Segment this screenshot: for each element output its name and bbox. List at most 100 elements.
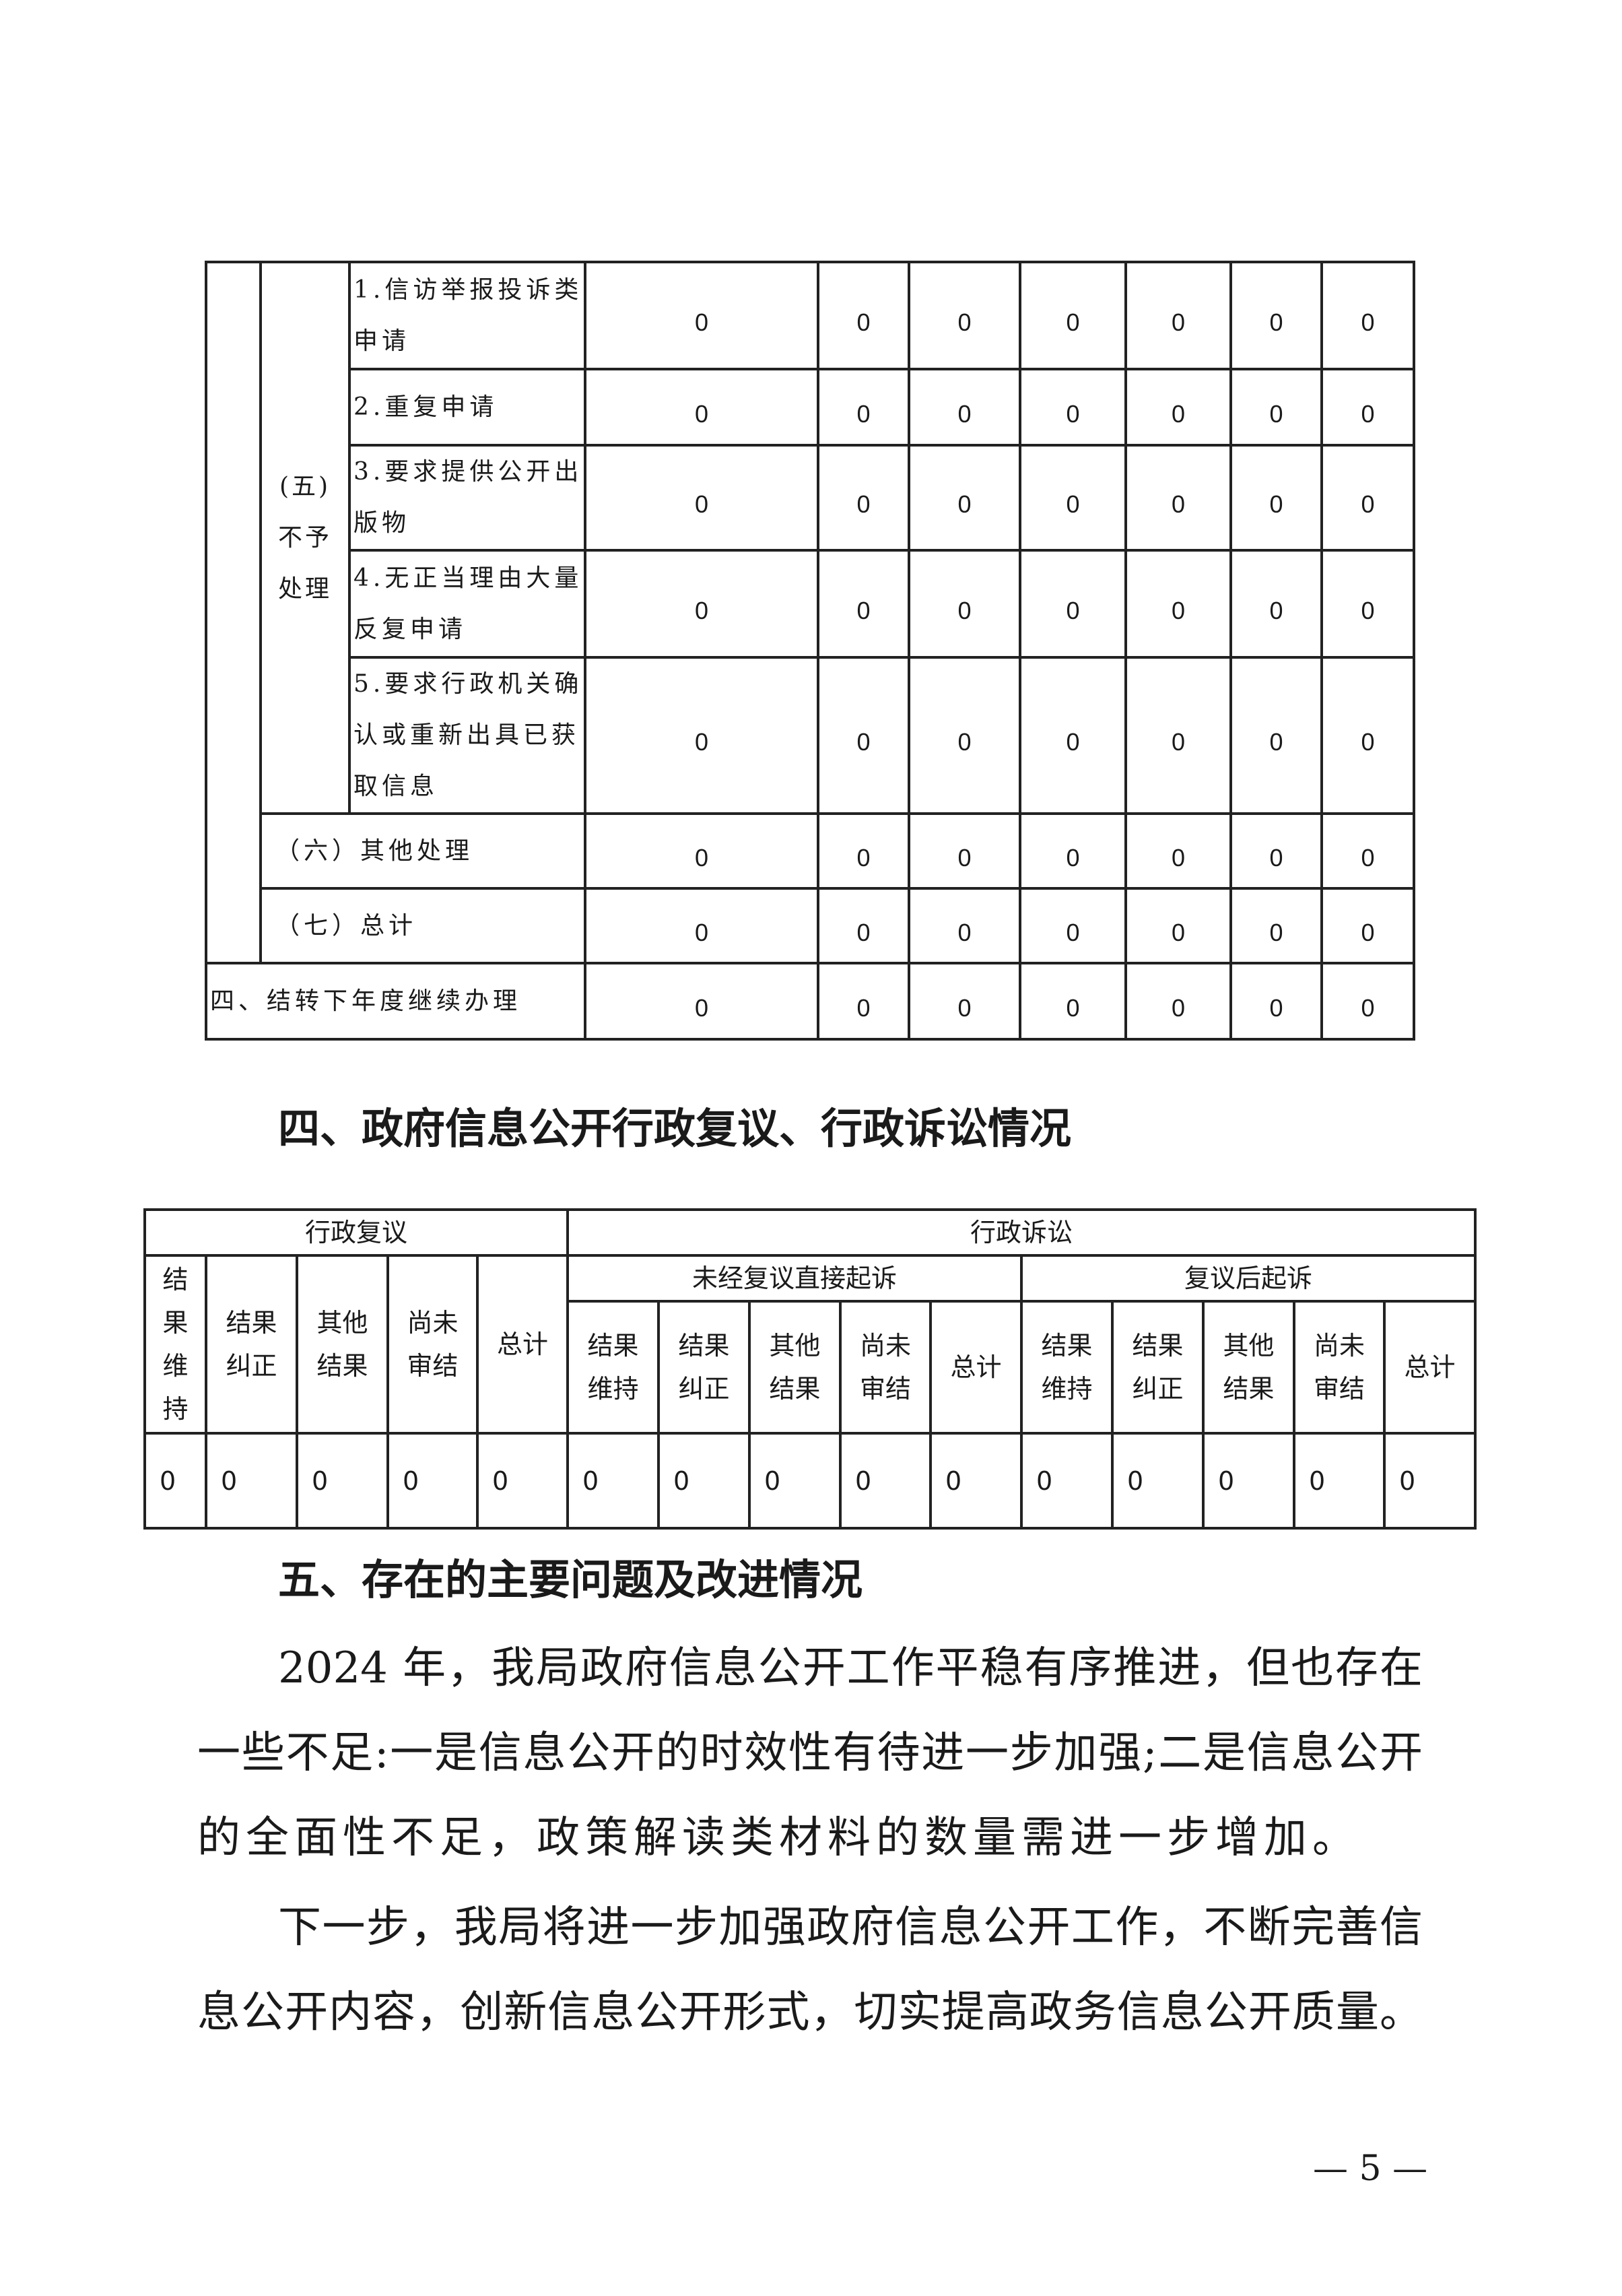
paragraph2-line1: 下一步，我局将进一步加强政府信息公开工作，不断完善信	[278, 1903, 1423, 1953]
value-cell: 0	[1229, 812, 1323, 890]
value-cell: 0	[908, 261, 1021, 370]
label-line: 结果	[1223, 1374, 1275, 1404]
value-cell: 0	[1124, 549, 1232, 659]
label-line: 结果	[1132, 1331, 1184, 1360]
table-row-other: （六）其他处理 0 0 0 0 0 0 0	[206, 812, 1415, 890]
value-cell: 0	[1320, 656, 1415, 815]
value-cell: 0	[1229, 656, 1323, 815]
value-cell: 0	[1320, 887, 1415, 964]
review-col-header: 总计	[476, 1254, 569, 1435]
litigation-header: 行政诉讼	[566, 1208, 1477, 1257]
total-label: （七）总计	[259, 887, 586, 964]
label-line: 尚未	[1313, 1331, 1365, 1360]
page-number: — 5 —	[1313, 2149, 1428, 2189]
label-line: 总计	[1404, 1352, 1456, 1382]
value-cell: 0	[584, 368, 819, 447]
group-label: (五)不予处理	[259, 261, 351, 815]
row-label: 5.要求行政机关确认或重新出具已获取信息	[348, 656, 586, 815]
review-header: 行政复议	[143, 1208, 569, 1257]
label-line: 审结	[1313, 1374, 1365, 1404]
section4-heading: 四、政府信息公开行政复议、行政诉讼情况	[278, 1104, 1072, 1153]
value-cell: 0	[1320, 368, 1415, 447]
value-cell: 0	[817, 656, 910, 815]
value-cell: 0	[908, 368, 1021, 447]
value-cell: 0	[1019, 368, 1127, 447]
review-litigation-table: 行政复议 行政诉讼 结果维持 结果纠正 其他结果 尚未审结 总计 未经复议直接起诉 复议后起…	[143, 1208, 1477, 1530]
label-line: 审结	[859, 1374, 911, 1404]
table-row: 3.要求提供公开出版物 0 0 0 0 0 0 0	[206, 444, 1415, 552]
litigation-col-header: 尚未 审结	[839, 1300, 932, 1435]
value-cell: 0	[476, 1432, 569, 1530]
value-cell: 0	[1320, 261, 1415, 370]
value-cell: 0	[1124, 962, 1232, 1041]
litigation-col-header: 结果 纠正	[1111, 1300, 1205, 1435]
value-cell: 0	[817, 368, 910, 447]
label-line: 结果	[769, 1374, 821, 1404]
value-cell: 0	[1293, 1432, 1386, 1530]
value-cell: 0	[1229, 962, 1323, 1041]
value-cell: 0	[566, 1432, 660, 1530]
value-cell: 0	[929, 1432, 1023, 1530]
litigation-col-header: 结果 维持	[566, 1300, 660, 1435]
paragraph2-line2: 息公开内容，创新信息公开形式，切实提高政务信息公开质量。	[197, 1988, 1423, 2037]
value-cell: 0	[296, 1432, 389, 1530]
label-line: 纠正	[678, 1374, 730, 1404]
value-cell: 0	[584, 261, 819, 370]
value-cell: 0	[1124, 368, 1232, 447]
value-cell: 0	[908, 962, 1021, 1041]
label-line: 结果	[1041, 1331, 1093, 1360]
paragraph1-line1: 2024 年，我局政府信息公开工作平稳有序推进，但也存在	[278, 1643, 1423, 1693]
table-row-total: （七）总计 0 0 0 0 0 0 0	[206, 887, 1415, 964]
value-cell: 0	[1320, 444, 1415, 552]
label-line: 总计	[950, 1352, 1002, 1382]
litigation-col-header: 尚未 审结	[1293, 1300, 1386, 1435]
value-cell: 0	[908, 549, 1021, 659]
value-cell: 0	[1111, 1432, 1205, 1530]
value-cell: 0	[817, 444, 910, 552]
value-cell: 0	[1019, 887, 1127, 964]
value-cell: 0	[584, 887, 819, 964]
section5-heading: 五、存在的主要问题及改进情况	[278, 1555, 863, 1604]
value-cell: 0	[657, 1432, 751, 1530]
row-label: 3.要求提供公开出版物	[348, 444, 586, 552]
value-cell: 0	[839, 1432, 932, 1530]
after-review-header: 复议后起诉	[1019, 1254, 1477, 1303]
value-cell: 0	[143, 1432, 207, 1530]
value-cell: 0	[1124, 812, 1232, 890]
value-cell: 0	[908, 887, 1021, 964]
value-cell: 0	[817, 812, 910, 890]
label-line: 其他	[769, 1331, 821, 1360]
table-row: 2.重复申请 0 0 0 0 0 0 0	[206, 368, 1415, 447]
table-row: (五)不予处理 1.信访举报投诉类申请 0 0 0 0 0 0 0	[205, 261, 1415, 964]
review-col-header: 结果维持	[143, 1254, 207, 1435]
outer-blank-cell	[205, 261, 262, 964]
value-cell: 0	[817, 549, 910, 659]
table-row-carryover: 四、结转下年度继续办理 0 0 0 0 0 0 0	[205, 962, 1415, 1041]
value-cell: 0	[584, 444, 819, 552]
review-col-header: 尚未审结	[386, 1254, 479, 1435]
value-cell: 0	[748, 1432, 842, 1530]
value-cell: 0	[205, 1432, 298, 1530]
value-cell: 0	[1019, 549, 1127, 659]
label-line: 尚未	[859, 1331, 911, 1360]
value-cell: 0	[817, 962, 910, 1041]
row-label: 4.无正当理由大量反复申请	[348, 549, 586, 659]
label-line: 结果	[678, 1331, 730, 1360]
table-row: 4.无正当理由大量反复申请 0 0 0 0 0 0 0	[206, 549, 1415, 659]
value-cell: 0	[386, 1432, 479, 1530]
value-cell: 0	[908, 656, 1021, 815]
value-cell: 0	[1229, 549, 1323, 659]
value-cell: 0	[1124, 261, 1232, 370]
value-cell: 0	[1229, 261, 1323, 370]
row-label: 2.重复申请	[348, 368, 586, 447]
value-cell: 0	[817, 887, 910, 964]
label-line: 维持	[1041, 1374, 1093, 1404]
value-cell: 0	[1020, 1432, 1114, 1530]
value-cell: 0	[584, 962, 819, 1041]
table-row: 5.要求行政机关确认或重新出具已获取信息 0 0 0 0 0 0 0	[206, 656, 1415, 815]
value-cell: 0	[1320, 812, 1415, 890]
litigation-col-header: 总计	[1382, 1300, 1477, 1435]
paragraph1-line3: 的全面性不足，政策解读类材料的数量需进一步增加。	[197, 1813, 1361, 1863]
value-cell: 0	[1124, 444, 1232, 552]
row-label: 1.信访举报投诉类申请	[348, 261, 586, 370]
